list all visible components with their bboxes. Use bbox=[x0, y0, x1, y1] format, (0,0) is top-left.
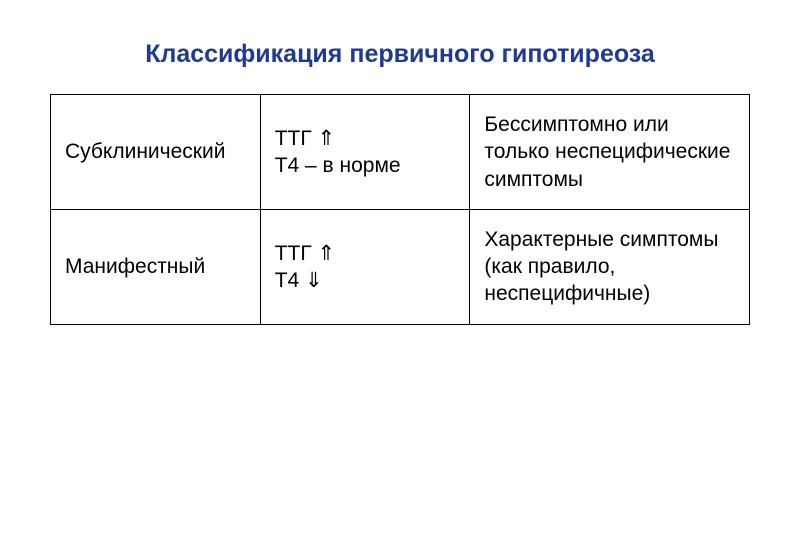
lab-line: ТТГ ⇑ bbox=[275, 125, 456, 152]
lab-line: Т4 – в норме bbox=[275, 152, 456, 179]
cell-symptoms: Характерные симптомы (как правило, неспе… bbox=[470, 209, 750, 324]
lab-line: ТТГ ⇑ bbox=[275, 240, 456, 267]
table-row: Манифестный ТТГ ⇑ Т4 ⇓ Характерные симпт… bbox=[51, 209, 750, 324]
page-title: Классификация первичного гипотиреоза bbox=[50, 40, 750, 69]
cell-symptoms: Бессимптомно или только неспецифические … bbox=[470, 95, 750, 210]
cell-type: Манифестный bbox=[51, 209, 261, 324]
classification-table: Субклинический ТТГ ⇑ Т4 – в норме Бессим… bbox=[50, 94, 750, 325]
cell-lab: ТТГ ⇑ Т4 – в норме bbox=[260, 95, 470, 210]
lab-line: Т4 ⇓ bbox=[275, 267, 456, 294]
cell-type: Субклинический bbox=[51, 95, 261, 210]
cell-lab: ТТГ ⇑ Т4 ⇓ bbox=[260, 209, 470, 324]
table-row: Субклинический ТТГ ⇑ Т4 – в норме Бессим… bbox=[51, 95, 750, 210]
